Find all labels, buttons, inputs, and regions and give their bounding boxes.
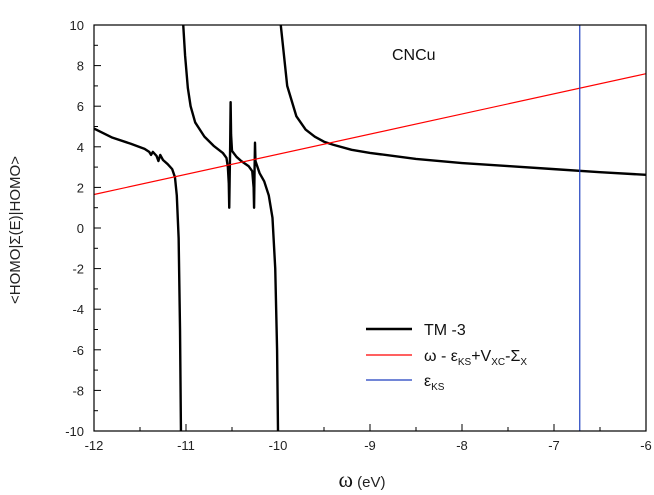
y-tick-label: -8 [72,383,84,398]
annotation-label: CNCu [392,47,436,64]
y-tick-label: -2 [72,262,84,277]
y-tick-label: 2 [77,180,84,195]
y-tick-label: 4 [77,140,84,155]
y-tick-label: 10 [70,18,84,33]
x-tick-label: -12 [85,438,104,453]
x-tick-label: -8 [456,438,468,453]
x-tick-label: -9 [364,438,376,453]
legend-label-tm3: TM -3 [424,322,466,339]
y-axis-title: <HOMO|Σ(E)|HOMO> [7,156,24,304]
series-tm3 [279,24,647,177]
legend-label-red: ω - εKS+VXC-ΣX [424,348,527,368]
y-tick-label: 6 [77,99,84,114]
series-tm3 [93,127,183,432]
x-tick-label: -6 [640,438,652,453]
legend: TM -3 ω - εKS+VXC-ΣX εKS [366,322,527,393]
x-axis-title: ω (eV) [339,467,386,492]
legend-label-blue: εKS [424,373,445,393]
series-red-line [93,73,647,196]
x-tick-label: -7 [548,438,560,453]
y-tick-label: 8 [77,59,84,74]
y-tick-label: -6 [72,343,84,358]
x-tick-label: -10 [269,438,288,453]
plot-frame [93,24,647,432]
plot-lines [93,24,647,432]
x-axis-unit: (eV) [353,474,386,491]
axis-ticks: -12 -11 -10 -9 -8 -7 -6 -10 -8 -6 -4 -2 0 2 4 6 8 10 [65,18,652,453]
y-tick-label: -10 [65,424,84,439]
series-tm3 [182,24,280,432]
x-tick-label: -11 [177,438,195,453]
x-axis-symbol: ω [339,467,353,492]
y-tick-label: -4 [72,302,84,317]
y-tick-label: 0 [77,221,84,236]
